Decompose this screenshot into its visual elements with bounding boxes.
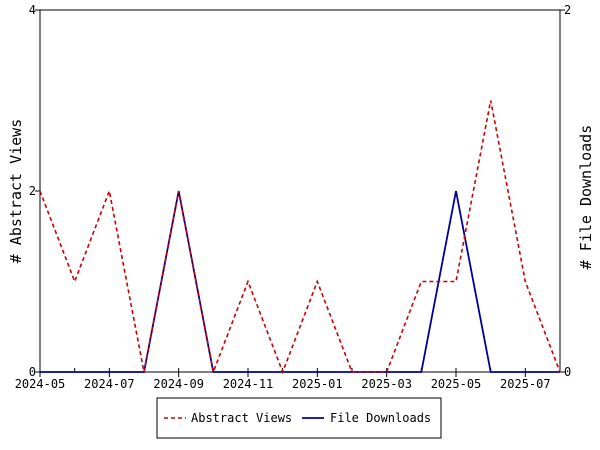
x-tick-label: 2025-03 [361, 377, 412, 391]
y-tick-label: 0 [29, 365, 36, 379]
series-line-file-downloads [40, 190, 560, 373]
x-tick-label: 2024-09 [153, 377, 204, 391]
x-axis: 2024-05 2024-07 2024-09 2024-11 2025-01 2025-… [15, 368, 561, 391]
plot-area [39, 9, 561, 373]
series-layer [39, 100, 561, 375]
y-axis-title: # Abstract Views [7, 119, 25, 264]
y-axis-left: 0 2 4 [29, 3, 40, 379]
y2-tick-label: 2 [564, 3, 571, 17]
legend-box [156, 397, 442, 439]
legend: Abstract Views File Downloads [156, 397, 442, 439]
y2-tick-label: 0 [564, 365, 571, 379]
y-axis-right: 02 [560, 3, 571, 379]
x-tick-label: 2024-05 [15, 377, 66, 391]
y-tick-label: 4 [29, 3, 36, 17]
series-line-abstract-views [39, 100, 561, 375]
x-tick-label: 2024-11 [223, 377, 274, 391]
x-tick-label: 2025-01 [292, 377, 343, 391]
x-tick-label: 2025-05 [431, 377, 482, 391]
y2-axis-title: # File Downloads [577, 125, 595, 270]
x-tick-label: 2024-07 [84, 377, 135, 391]
x-tick-label: 2025-07 [500, 377, 551, 391]
legend-label-abstract-views: Abstract Views [191, 411, 292, 425]
legend-label-file-downloads: File Downloads [330, 411, 431, 425]
y-tick-label: 2 [29, 184, 36, 198]
